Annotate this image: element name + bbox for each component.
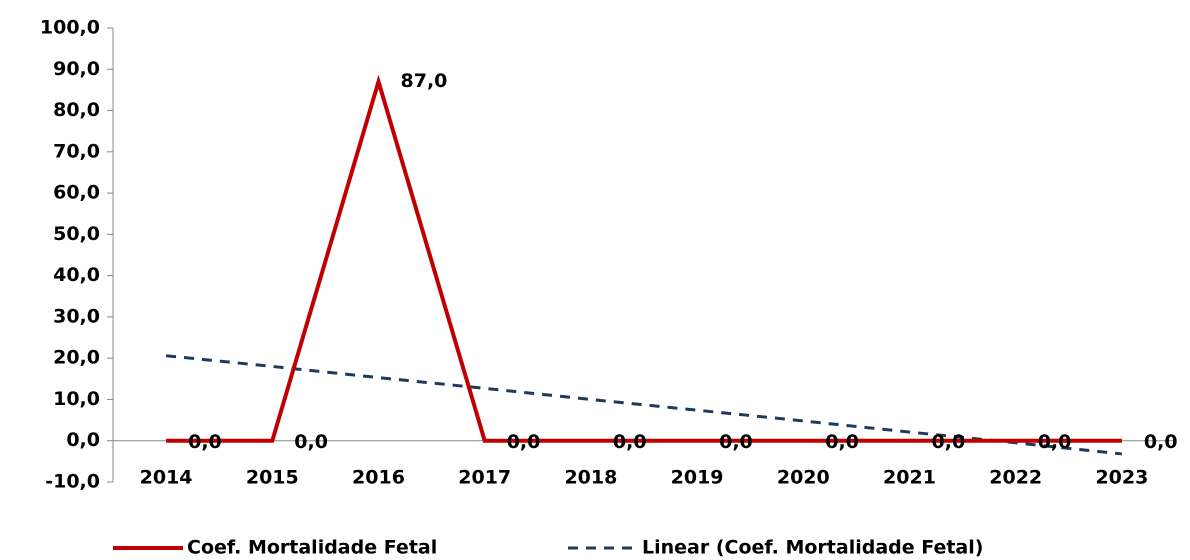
data-label: 0,0 (507, 431, 541, 453)
y-tick-label: 100,0 (40, 17, 100, 39)
trend-line (165, 354, 1123, 456)
y-tick-label: 60,0 (53, 182, 100, 204)
data-label: 0,0 (188, 431, 222, 453)
y-tick-label: 70,0 (53, 140, 100, 162)
x-tick-label: 2015 (246, 467, 299, 489)
data-label: 0,0 (825, 431, 859, 453)
y-tick-label: 80,0 (53, 99, 100, 121)
x-tick-label: 2022 (989, 467, 1042, 489)
y-tick-label: 30,0 (53, 305, 100, 327)
y-tick-label: 10,0 (53, 388, 100, 410)
data-label: 0,0 (932, 431, 966, 453)
x-tick-label: 2017 (458, 467, 511, 489)
x-tick-label: 2018 (564, 467, 617, 489)
data-label: 0,0 (613, 431, 647, 453)
legend-label: Linear (Coef. Mortalidade Fetal) (642, 537, 983, 559)
data-label: 0,0 (294, 431, 328, 453)
y-tick-label: 50,0 (53, 223, 100, 245)
y-tick-label: -10,0 (45, 471, 100, 493)
x-tick-label: 2020 (777, 467, 830, 489)
legend-label: Coef. Mortalidade Fetal (187, 537, 437, 559)
x-tick-label: 2014 (140, 467, 193, 489)
data-label: 0,0 (719, 431, 753, 453)
y-tick-label: 20,0 (53, 347, 100, 369)
x-tick-label: 2023 (1095, 467, 1148, 489)
y-tick-label: 0,0 (66, 429, 100, 451)
data-label: 87,0 (401, 70, 448, 92)
x-tick-label: 2021 (883, 467, 936, 489)
y-tick-label: 90,0 (53, 58, 100, 80)
y-tick-label: 40,0 (53, 264, 100, 286)
series-line (166, 74, 1122, 443)
data-label: 0,0 (1144, 431, 1178, 453)
data-label: 0,0 (1038, 431, 1072, 453)
x-tick-label: 2016 (352, 467, 405, 489)
x-tick-label: 2019 (671, 467, 724, 489)
